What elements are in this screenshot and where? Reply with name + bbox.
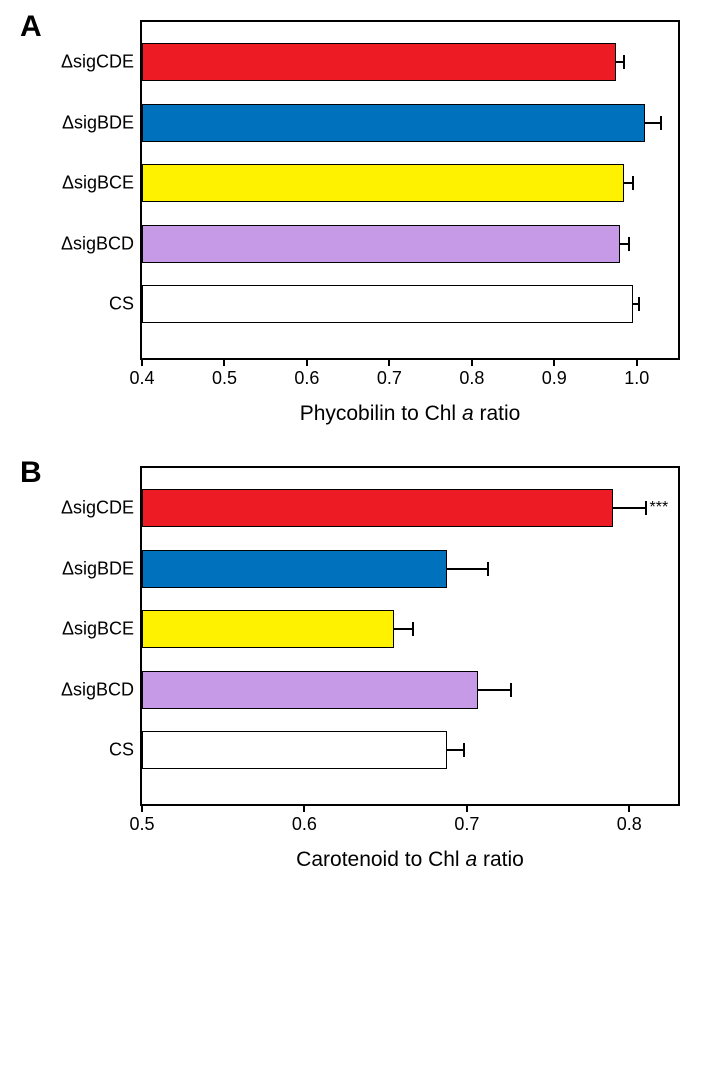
x-tick (471, 358, 473, 366)
bar (142, 164, 624, 202)
panel-A: A 0.40.50.60.70.80.91.0ΔsigCDEΔsigBDEΔsi… (20, 20, 700, 426)
bar-row: ΔsigBCD (142, 225, 678, 263)
bar (142, 285, 633, 323)
x-tick (306, 358, 308, 366)
x-tick-label: 0.8 (459, 368, 484, 389)
bar (142, 550, 447, 588)
xaxis-text: ratio (474, 402, 521, 425)
category-label: ΔsigBDE (62, 112, 142, 133)
category-label: ΔsigCDE (61, 498, 142, 519)
category-label: ΔsigBCD (61, 679, 142, 700)
bar (142, 104, 645, 142)
xaxis-text: Phycobilin to Chl (300, 402, 462, 425)
x-tick (553, 358, 555, 366)
bar-row: ΔsigBDE (142, 104, 678, 142)
x-tick (223, 358, 225, 366)
category-label: ΔsigCDE (61, 52, 142, 73)
x-tick-label: 0.4 (129, 368, 154, 389)
bar (142, 610, 394, 648)
significance-marker: *** (650, 499, 669, 517)
xaxis-text: Carotenoid to Chl (296, 848, 465, 871)
category-label: ΔsigBCD (61, 233, 142, 254)
category-label: ΔsigBDE (62, 558, 142, 579)
x-tick (466, 804, 468, 812)
x-tick-label: 0.7 (454, 814, 479, 835)
bar (142, 225, 620, 263)
x-axis-title-A: Phycobilin to Chl a ratio (140, 402, 680, 426)
bar (142, 671, 478, 709)
x-tick (388, 358, 390, 366)
x-tick (303, 804, 305, 812)
bar (142, 731, 447, 769)
x-tick-label: 0.6 (294, 368, 319, 389)
plot-area-B: 0.50.60.70.8ΔsigCDE***ΔsigBDEΔsigBCEΔsig… (140, 466, 680, 806)
x-tick (628, 804, 630, 812)
category-label: ΔsigBCE (62, 173, 142, 194)
x-tick-label: 0.6 (292, 814, 317, 835)
plot-area-A: 0.40.50.60.70.80.91.0ΔsigCDEΔsigBDEΔsigB… (140, 20, 680, 360)
bar (142, 43, 616, 81)
x-tick-label: 0.5 (212, 368, 237, 389)
category-label: CS (109, 740, 142, 761)
bar-row: ΔsigCDE (142, 43, 678, 81)
x-tick-label: 0.7 (377, 368, 402, 389)
panel-letter-B: B (20, 456, 42, 490)
category-label: ΔsigBCE (62, 619, 142, 640)
xaxis-text: ratio (477, 848, 524, 871)
x-tick (636, 358, 638, 366)
x-tick (141, 358, 143, 366)
x-tick-label: 0.5 (129, 814, 154, 835)
bar-row: ΔsigBCD (142, 671, 678, 709)
panel-letter-A: A (20, 10, 42, 44)
bar-row: ΔsigBDE (142, 550, 678, 588)
x-tick-label: 0.8 (617, 814, 642, 835)
x-axis-title-B: Carotenoid to Chl a ratio (140, 848, 680, 872)
bar-row: CS (142, 731, 678, 769)
xaxis-ital: a (462, 402, 474, 425)
panel-B: B 0.50.60.70.8ΔsigCDE***ΔsigBDEΔsigBCEΔs… (20, 466, 700, 872)
bar-row: ΔsigBCE (142, 610, 678, 648)
x-tick (141, 804, 143, 812)
bar-row: CS (142, 285, 678, 323)
x-tick-label: 1.0 (624, 368, 649, 389)
bar-row: ΔsigBCE (142, 164, 678, 202)
bar (142, 489, 613, 527)
category-label: CS (109, 294, 142, 315)
bar-row: ΔsigCDE*** (142, 489, 678, 527)
x-tick-label: 0.9 (542, 368, 567, 389)
xaxis-ital: a (465, 848, 477, 871)
